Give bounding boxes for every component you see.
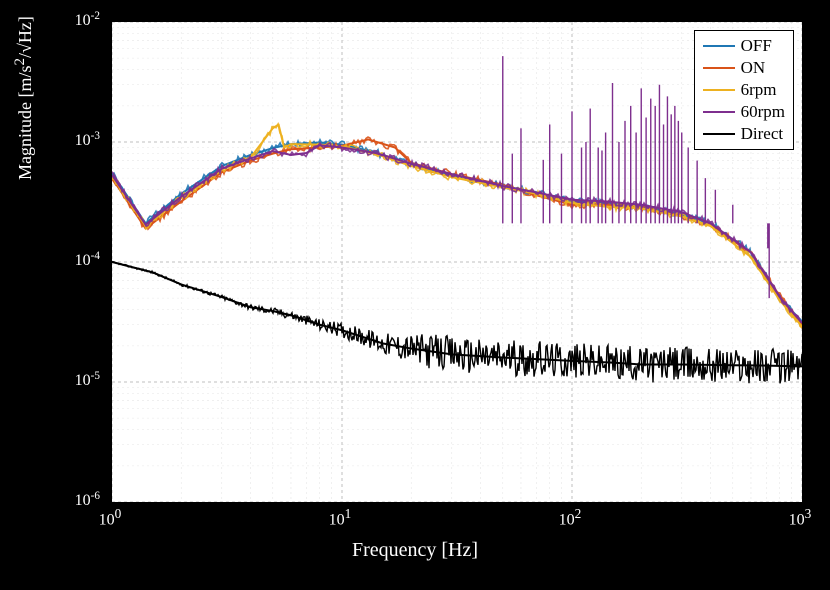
legend-swatch	[703, 133, 735, 135]
legend-row: ON	[703, 57, 785, 79]
y-tick: 10-6	[75, 490, 100, 510]
legend-swatch	[703, 45, 735, 47]
x-axis-label: Frequency [Hz]	[352, 539, 478, 562]
x-tick: 102	[559, 506, 582, 529]
legend-swatch	[703, 89, 735, 91]
legend-row: Direct	[703, 123, 785, 145]
x-tick: 103	[789, 506, 812, 529]
plot-area: OFFON6rpm60rpmDirect	[110, 20, 804, 504]
y-tick: 10-2	[75, 10, 100, 30]
legend-swatch	[703, 111, 735, 113]
legend-label: 60rpm	[741, 102, 785, 122]
y-axis-label: Magnitude [m/s2/√Hz]	[12, 16, 36, 180]
y-tick: 10-3	[75, 130, 100, 150]
legend-swatch	[703, 67, 735, 69]
legend-label: Direct	[741, 124, 783, 144]
x-tick: 101	[329, 506, 352, 529]
legend-label: OFF	[741, 36, 772, 56]
legend-row: OFF	[703, 35, 785, 57]
y-tick: 10-4	[75, 250, 100, 270]
legend-label: ON	[741, 58, 766, 78]
legend: OFFON6rpm60rpmDirect	[694, 30, 794, 150]
legend-row: 60rpm	[703, 101, 785, 123]
legend-label: 6rpm	[741, 80, 777, 100]
legend-row: 6rpm	[703, 79, 785, 101]
x-tick: 100	[99, 506, 122, 529]
y-tick: 10-5	[75, 370, 100, 390]
